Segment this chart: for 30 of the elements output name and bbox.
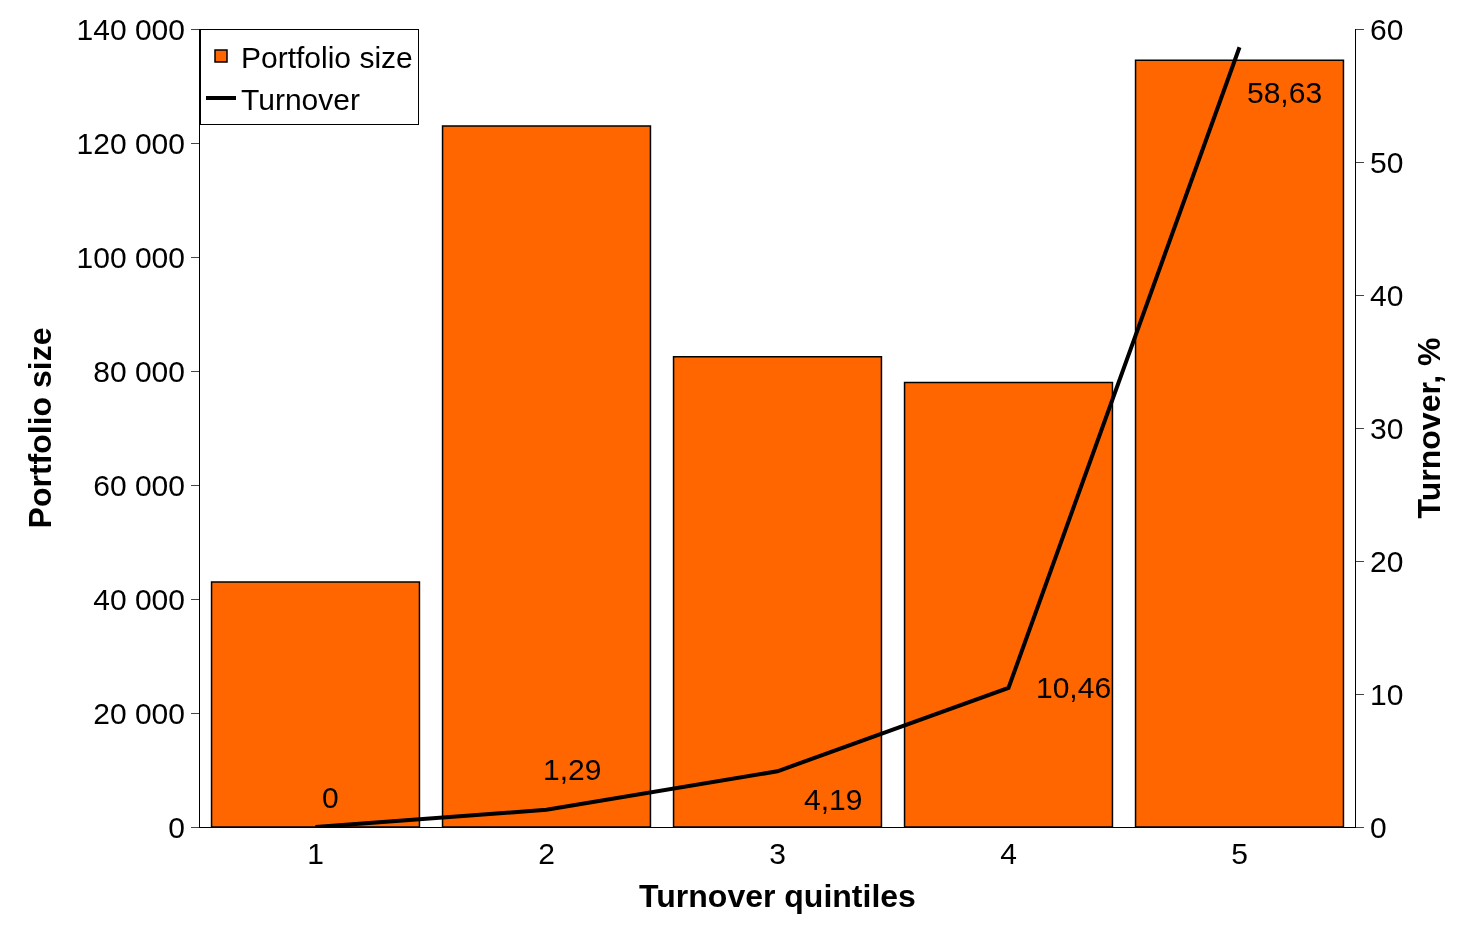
x-tick-label: 4 — [1000, 837, 1017, 870]
legend-label: Turnover — [241, 82, 360, 116]
x-tick-label: 1 — [307, 837, 324, 870]
y-tick-label: 0 — [168, 810, 185, 844]
x-axis-title: Turnover quintiles — [639, 877, 916, 914]
y-tick-label: 20 000 — [93, 696, 185, 730]
data-label: 4,19 — [804, 783, 863, 816]
y2-tick-label: 20 — [1370, 544, 1404, 578]
y2-tick-label: 60 — [1370, 12, 1404, 46]
y-tick-label: 100 000 — [76, 240, 185, 274]
y-tick-label: 140 000 — [76, 12, 185, 46]
y2-tick-label: 40 — [1370, 278, 1404, 312]
data-label: 58,63 — [1247, 76, 1323, 109]
y-tick-label: 120 000 — [76, 126, 185, 160]
data-label: 0 — [322, 781, 339, 814]
x-tick-label: 3 — [769, 837, 786, 870]
y-tick-label: 80 000 — [93, 354, 185, 388]
data-label: 10,46 — [1036, 671, 1112, 704]
y2-tick-label: 50 — [1370, 145, 1404, 179]
x-tick-label: 5 — [1231, 837, 1248, 870]
y-axis-title: Portfolio size — [21, 327, 58, 529]
legend-label: Portfolio size — [241, 40, 413, 74]
data-label: 1,29 — [543, 753, 602, 786]
x-tick-label: 2 — [538, 837, 555, 870]
y2-tick-label: 30 — [1370, 411, 1404, 445]
y-tick-label: 40 000 — [93, 582, 185, 616]
y2-axis-title: Turnover, % — [1411, 337, 1448, 519]
y2-tick-label: 10 — [1370, 677, 1404, 711]
y2-tick-label: 0 — [1370, 810, 1387, 844]
y-tick-label: 60 000 — [93, 468, 185, 502]
